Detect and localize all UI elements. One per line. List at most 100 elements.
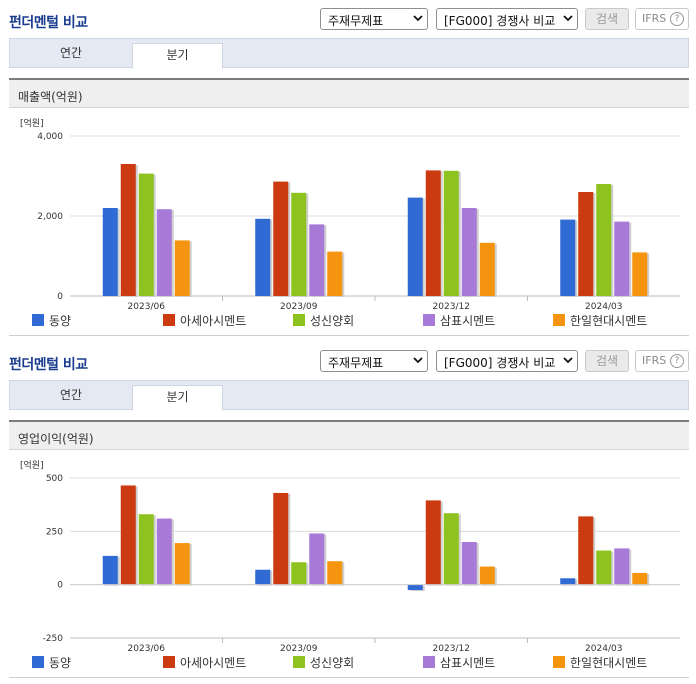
x-tick-label: 2023/12 <box>433 302 470 310</box>
bar <box>560 578 576 585</box>
legend-label: 성신양회 <box>310 314 355 328</box>
legend-label: 삼표시멘트 <box>440 314 496 328</box>
legend-item[interactable]: 성신양회 <box>293 654 354 670</box>
x-tick-label: 2023/06 <box>128 644 166 652</box>
legend-item[interactable]: 아세아시멘트 <box>163 654 246 670</box>
y-tick-label: 250 <box>46 527 63 537</box>
legend-label: 아세아시멘트 <box>180 314 247 328</box>
y-tick-label: 0 <box>57 581 63 591</box>
legend-swatch <box>293 314 305 326</box>
tab-quarterly[interactable]: 분기 <box>132 385 223 411</box>
x-tick-label: 2024/03 <box>585 644 622 652</box>
legend-swatch <box>293 656 305 668</box>
x-tick-label: 2024/03 <box>585 302 622 310</box>
chart-legend: 동양 아세아시멘트 성신양회 삼표시멘트 한일현대시멘트 <box>0 654 696 672</box>
y-tick-label: 2,000 <box>37 212 63 222</box>
bar <box>273 181 289 296</box>
legend-swatch <box>553 656 565 668</box>
tab-quarterly[interactable]: 분기 <box>132 43 223 69</box>
section-title: 펀더멘털 비교 <box>9 15 88 31</box>
bar <box>425 170 441 296</box>
ifrs-button[interactable]: IFRS ? <box>635 8 689 30</box>
fundamental-section-sales: 펀더멘털 비교 주재무제표 [FG000] 경쟁사 비교 검색 IFRS ? 연… <box>0 0 696 336</box>
bar <box>479 242 495 296</box>
peer-group-select[interactable]: [FG000] 경쟁사 비교 <box>436 350 578 372</box>
bar <box>120 164 136 296</box>
chevron-down-icon <box>563 357 573 364</box>
bar <box>479 566 495 585</box>
legend-item[interactable]: 한일현대시멘트 <box>553 312 647 328</box>
legend-label: 성신양회 <box>310 656 355 670</box>
search-button[interactable]: 검색 <box>585 350 629 372</box>
section-divider <box>9 335 689 336</box>
legend-label: 아세아시멘트 <box>180 656 247 670</box>
bar <box>291 562 307 585</box>
bar <box>614 221 630 296</box>
legend-item[interactable]: 한일현대시멘트 <box>553 654 647 670</box>
ifrs-button[interactable]: IFRS ? <box>635 350 689 372</box>
legend-swatch <box>163 656 175 668</box>
bar <box>425 500 441 585</box>
peer-group-select-value: [FG000] 경쟁사 비교 <box>444 14 556 28</box>
bar <box>138 173 154 296</box>
search-button[interactable]: 검색 <box>585 8 629 30</box>
statement-select-value: 주재무제표 <box>328 356 384 370</box>
bar <box>291 192 307 296</box>
y-tick-label: 500 <box>46 474 63 484</box>
bar <box>578 192 594 296</box>
y-tick-label: 4,000 <box>37 132 63 142</box>
legend-label: 한일현대시멘트 <box>570 314 648 328</box>
metric-header: 영업이익(억원) <box>9 420 689 450</box>
bar <box>461 208 477 296</box>
bar <box>632 252 648 296</box>
bar <box>327 251 343 296</box>
metric-title: 매출액(억원) <box>18 90 83 104</box>
legend-item[interactable]: 삼표시멘트 <box>423 312 495 328</box>
bar <box>174 240 190 296</box>
legend-swatch <box>32 656 44 668</box>
y-unit-label: [억원] <box>20 117 44 129</box>
metric-header: 매출액(억원) <box>9 78 689 108</box>
legend-item[interactable]: 아세아시멘트 <box>163 312 246 328</box>
bar <box>632 572 648 585</box>
legend-swatch <box>423 656 435 668</box>
bar <box>461 542 477 585</box>
x-tick-label: 2023/09 <box>280 644 318 652</box>
bar <box>443 513 459 585</box>
bar <box>102 208 118 296</box>
legend-item[interactable]: 삼표시멘트 <box>423 654 495 670</box>
bar <box>578 516 594 585</box>
bar <box>596 184 612 296</box>
legend-item[interactable]: 동양 <box>32 312 71 328</box>
section-header: 펀더멘털 비교 주재무제표 [FG000] 경쟁사 비교 검색 IFRS ? <box>0 0 696 38</box>
peer-group-select-value: [FG000] 경쟁사 비교 <box>444 356 556 370</box>
statement-select[interactable]: 주재무제표 <box>320 8 428 30</box>
chevron-down-icon <box>413 15 423 22</box>
bar <box>407 197 423 296</box>
bar <box>174 543 190 585</box>
legend-swatch <box>163 314 175 326</box>
legend-label: 한일현대시멘트 <box>570 656 648 670</box>
ifrs-label: IFRS <box>642 12 667 25</box>
tab-annual[interactable]: 연간 <box>59 388 83 402</box>
bar <box>273 492 289 585</box>
bar <box>102 555 118 585</box>
bar <box>309 533 325 585</box>
legend-item[interactable]: 성신양회 <box>293 312 354 328</box>
bar <box>120 485 136 585</box>
section-header: 펀더멘털 비교 주재무제표 [FG000] 경쟁사 비교 검색 IFRS ? <box>0 342 696 380</box>
legend-item[interactable]: 동양 <box>32 654 71 670</box>
period-tabs: 연간 분기 <box>9 380 689 411</box>
chevron-down-icon <box>563 15 573 22</box>
chart-legend: 동양 아세아시멘트 성신양회 삼표시멘트 한일현대시멘트 <box>0 312 696 330</box>
bar <box>309 224 325 296</box>
statement-select[interactable]: 주재무제표 <box>320 350 428 372</box>
peer-group-select[interactable]: [FG000] 경쟁사 비교 <box>436 8 578 30</box>
x-tick-label: 2023/06 <box>128 302 166 310</box>
legend-label: 동양 <box>49 656 72 670</box>
tab-annual[interactable]: 연간 <box>59 46 83 60</box>
operating-profit-bar-chart: [억원] -250 0 250 500 2023/06 2023/09 2023/12 2024… <box>20 459 680 652</box>
help-icon: ? <box>670 12 684 26</box>
legend-swatch <box>423 314 435 326</box>
y-tick-label: -250 <box>43 634 64 644</box>
